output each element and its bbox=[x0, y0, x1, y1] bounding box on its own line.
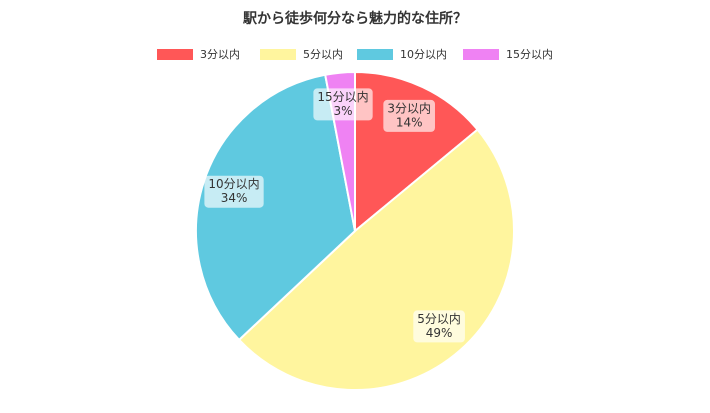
slice-label-bg bbox=[313, 88, 373, 121]
legend-label: 5分以内 bbox=[303, 47, 343, 61]
pie-slice bbox=[195, 73, 357, 342]
slice-label-value: 14% bbox=[396, 115, 423, 129]
slice-label-bg bbox=[413, 310, 465, 343]
slice-label-bg bbox=[204, 175, 264, 208]
slice-label-name: 15分以内 bbox=[317, 90, 368, 104]
legend-swatch bbox=[260, 49, 296, 60]
legend-label: 15分以内 bbox=[506, 47, 553, 61]
slice-label-name: 10分以内 bbox=[208, 177, 259, 191]
chart-title: 駅から徒歩何分なら魅力的な住所？ bbox=[243, 10, 467, 27]
legend-swatch bbox=[357, 49, 393, 60]
slice-label-bg bbox=[383, 99, 435, 132]
legend-swatch bbox=[157, 49, 193, 60]
legend-label: 10分以内 bbox=[400, 47, 447, 61]
legend-label: 3分以内 bbox=[200, 47, 240, 61]
slice-label-value: 3% bbox=[334, 104, 353, 118]
slice-label-name: 5分以内 bbox=[417, 312, 461, 326]
slice-label-name: 3分以内 bbox=[387, 101, 431, 115]
legend-swatch bbox=[463, 49, 499, 60]
slice-label-value: 49% bbox=[426, 326, 453, 340]
slice-label-value: 34% bbox=[221, 191, 248, 205]
